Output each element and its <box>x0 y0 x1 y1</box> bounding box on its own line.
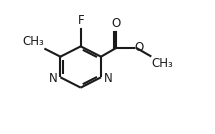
Text: CH₃: CH₃ <box>22 35 44 48</box>
Text: O: O <box>111 17 121 30</box>
Text: N: N <box>104 72 113 85</box>
Text: F: F <box>77 14 84 27</box>
Text: CH₃: CH₃ <box>151 57 173 70</box>
Text: O: O <box>134 41 143 55</box>
Text: N: N <box>49 72 57 85</box>
